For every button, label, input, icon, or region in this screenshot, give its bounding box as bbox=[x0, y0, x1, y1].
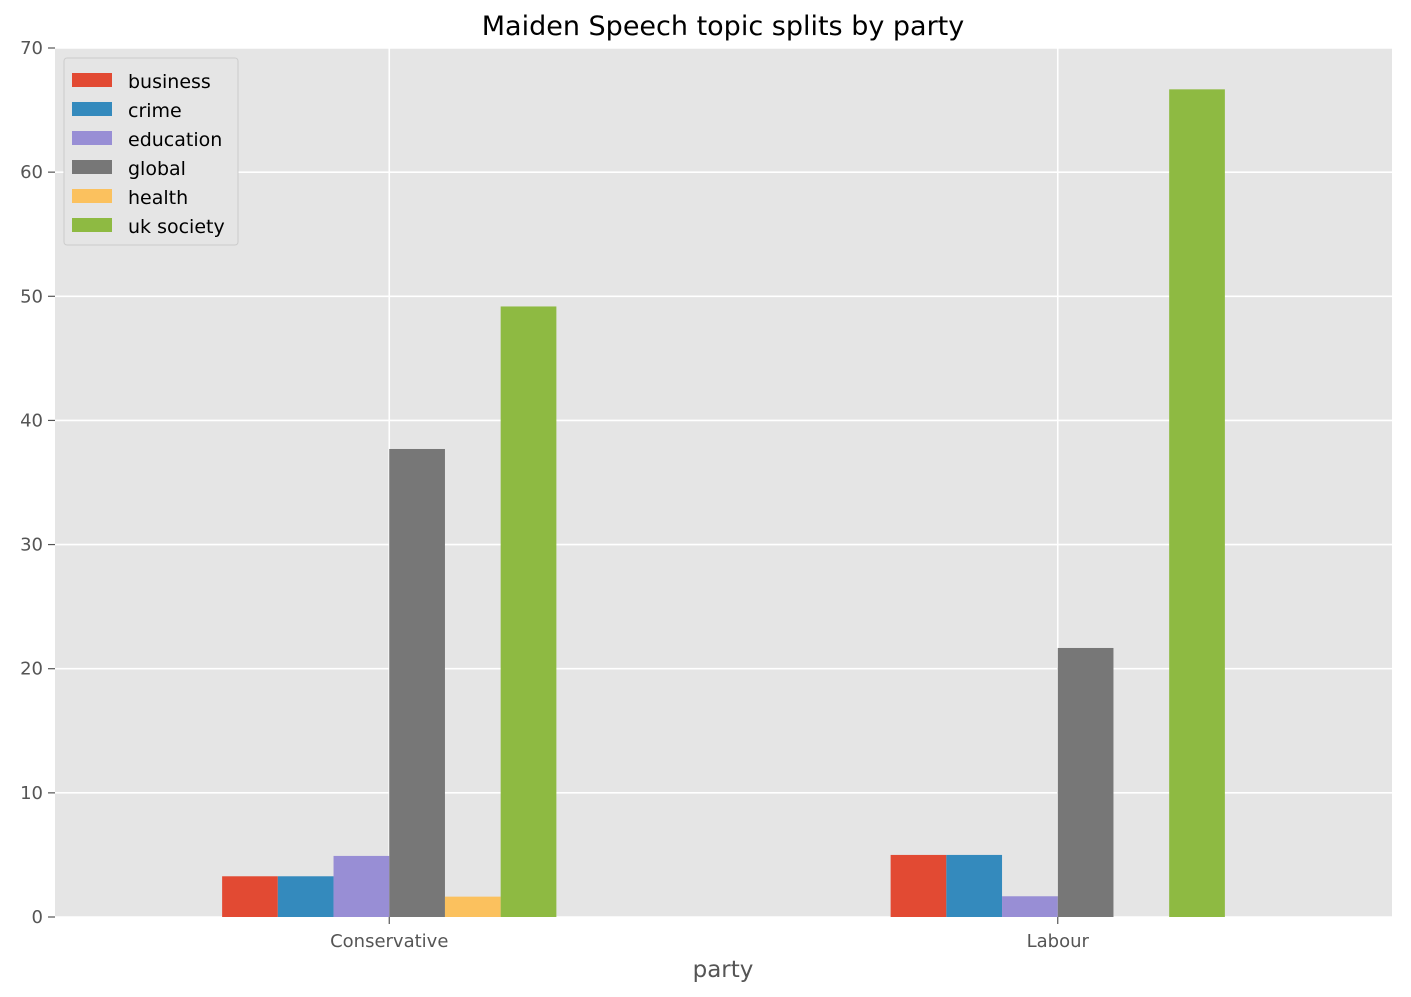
legend-label: global bbox=[128, 158, 186, 180]
legend-swatch bbox=[72, 102, 112, 116]
bar-business bbox=[222, 876, 278, 917]
y-tick-label: 0 bbox=[32, 907, 43, 928]
y-tick-label: 60 bbox=[20, 162, 43, 183]
x-tick-label: Conservative bbox=[330, 931, 448, 952]
legend-swatch bbox=[72, 160, 112, 174]
y-tick-label: 20 bbox=[20, 659, 43, 680]
legend-label: crime bbox=[128, 100, 182, 122]
chart-title: Maiden Speech topic splits by party bbox=[482, 11, 965, 42]
bar-education bbox=[333, 855, 390, 917]
x-axis: Conservative Labour bbox=[330, 917, 1089, 952]
x-tick-label: Labour bbox=[1027, 931, 1090, 952]
legend-label: health bbox=[128, 187, 188, 209]
bar-education bbox=[1002, 896, 1058, 917]
bar-crime bbox=[277, 876, 334, 917]
bar-uk-society bbox=[1169, 89, 1225, 917]
y-tick-label: 70 bbox=[20, 38, 43, 59]
legend: business crime education global health uk soc… bbox=[63, 57, 239, 246]
x-axis-label: party bbox=[693, 957, 754, 983]
y-tick-label: 30 bbox=[20, 535, 43, 556]
y-tick-label: 40 bbox=[20, 410, 43, 431]
legend-label: education bbox=[128, 129, 222, 151]
legend-swatch bbox=[72, 189, 112, 203]
bar-crime bbox=[946, 854, 1003, 917]
bar-uk-society bbox=[500, 306, 557, 917]
bar-health bbox=[444, 896, 501, 917]
legend-swatch bbox=[72, 73, 112, 87]
legend-swatch bbox=[72, 131, 112, 145]
bars bbox=[222, 89, 1225, 917]
y-axis: 0 10 20 30 40 50 60 70 bbox=[20, 38, 55, 928]
y-tick-label: 10 bbox=[20, 783, 43, 804]
legend-swatch bbox=[72, 218, 112, 232]
legend-label: business bbox=[128, 71, 211, 93]
bar-global bbox=[1057, 647, 1114, 917]
legend-label: uk society bbox=[128, 216, 225, 238]
bar-global bbox=[389, 448, 445, 917]
bar-business bbox=[890, 854, 947, 917]
y-tick-label: 50 bbox=[20, 286, 43, 307]
